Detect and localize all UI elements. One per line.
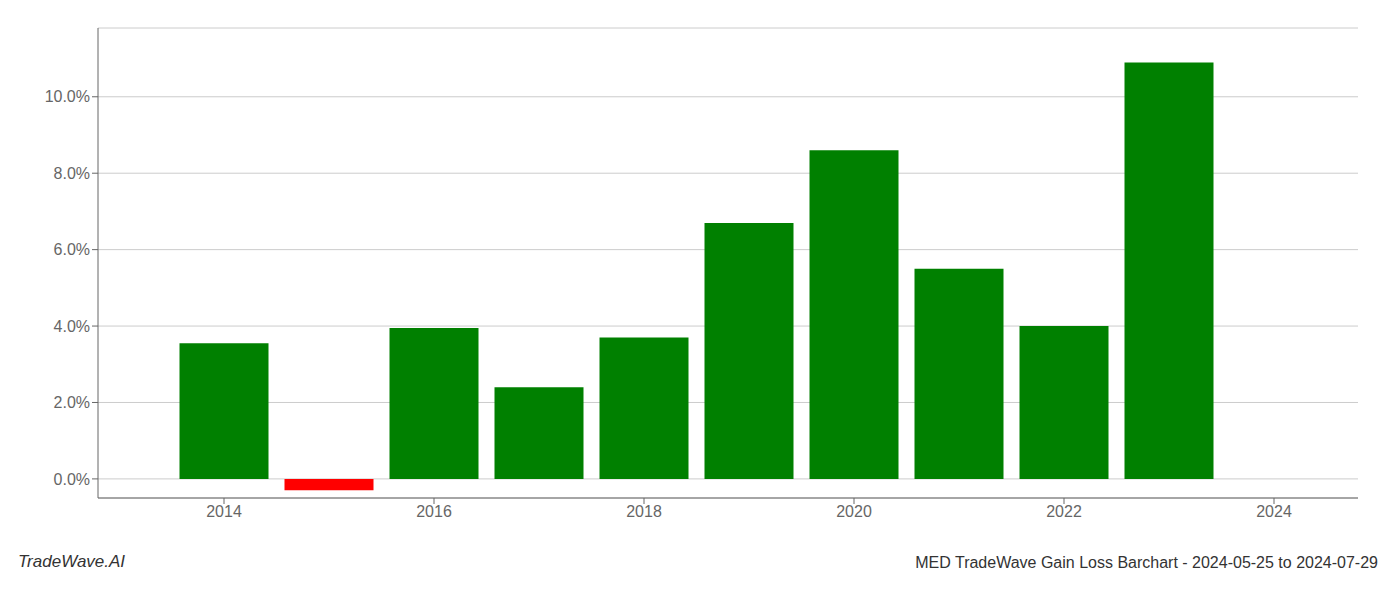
svg-text:8.0%: 8.0% bbox=[54, 165, 90, 182]
svg-text:2018: 2018 bbox=[626, 503, 662, 520]
svg-text:0.0%: 0.0% bbox=[54, 471, 90, 488]
svg-text:2.0%: 2.0% bbox=[54, 394, 90, 411]
svg-text:2024: 2024 bbox=[1256, 503, 1292, 520]
svg-text:6.0%: 6.0% bbox=[54, 241, 90, 258]
svg-text:2020: 2020 bbox=[836, 503, 872, 520]
html-text:MED TradeWave Gain Loss Barcha: MED TradeWave Gain Loss Barchart - 2024-… bbox=[915, 554, 1378, 571]
svg-text:10.0%: 10.0% bbox=[45, 88, 90, 105]
svg-text:2016: 2016 bbox=[416, 503, 452, 520]
html-text:TradeWave.AI: TradeWave.AI bbox=[18, 552, 126, 571]
svg-text:4.0%: 4.0% bbox=[54, 318, 90, 335]
svg-text:2014: 2014 bbox=[206, 503, 242, 520]
svg-text:2022: 2022 bbox=[1046, 503, 1082, 520]
